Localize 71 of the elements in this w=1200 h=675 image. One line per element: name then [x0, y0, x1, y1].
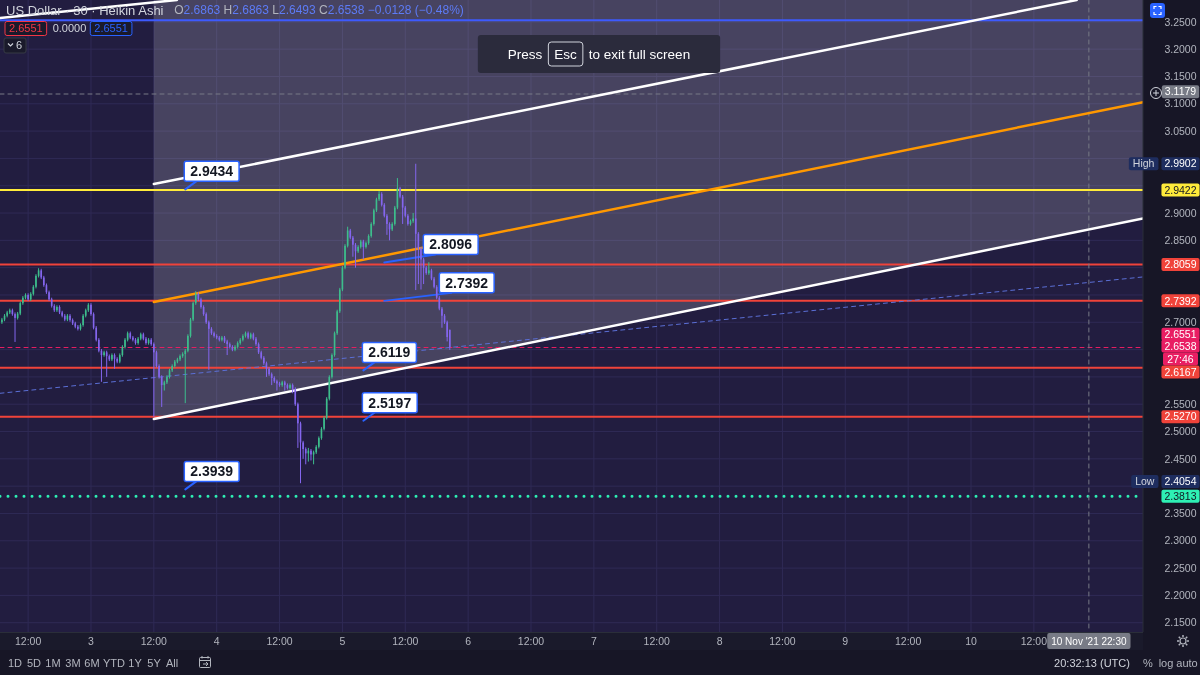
x-tick-label: 12:00	[1020, 634, 1048, 647]
text: 5D	[26, 656, 42, 669]
y-tick-label: 2.9000	[1164, 206, 1197, 219]
text: 1M	[45, 656, 61, 669]
y-tick-label: 3.2500	[1164, 15, 1197, 28]
ref-line-label: 2.7392	[1164, 294, 1197, 307]
chart-subtitle: O2.6863 H2.6863 L2.6493 C2.6538 −0.0128 (−0.48%)	[174, 3, 464, 18]
ref-line-label: 2.9422	[1164, 183, 1197, 196]
y-tick-label: 2.2500	[1164, 561, 1197, 574]
annotation: 2.6551	[94, 22, 128, 35]
annotation: 6	[16, 39, 23, 52]
y-tick-label: 3.1000	[1164, 97, 1197, 110]
text: auto	[1176, 656, 1198, 669]
text: 20:32:13 (UTC)	[1054, 656, 1130, 669]
x-tick-label: 10	[965, 634, 977, 647]
annotation: 0.0000	[52, 22, 87, 35]
text: 27:46	[1167, 352, 1194, 365]
text: 1D	[7, 656, 23, 669]
ref-line-label: 2.6538	[1164, 339, 1197, 352]
y-tick-label: 2.2000	[1164, 589, 1197, 602]
x-tick-label: 12:00	[14, 634, 42, 647]
x-tick-label: 12:00	[266, 634, 293, 647]
x-tick-label: 12:00	[140, 634, 168, 647]
text: 6M	[84, 656, 100, 669]
text: 3M	[65, 656, 81, 669]
x-tick-label: 3	[88, 634, 95, 647]
annotation: 2.7392	[445, 274, 489, 291]
text: 2.6551	[1164, 327, 1197, 340]
x-tick-label: 12:00	[895, 634, 922, 647]
annotation: 2.5197	[368, 394, 412, 411]
x-tick-label: 4	[213, 634, 220, 647]
x-tick-label: 5	[339, 634, 346, 647]
x-tick-label: 12:00	[769, 634, 796, 647]
annotation: 2.9434	[190, 163, 234, 180]
ref-line-label: 2.6167	[1164, 365, 1197, 378]
annotation: 2.6119	[368, 344, 411, 361]
annotation: 2.8096	[429, 236, 473, 253]
text: YTD	[103, 656, 126, 669]
y-tick-label: 3.1500	[1164, 70, 1197, 83]
x-tick-label: 7	[590, 634, 597, 647]
annotation: Press Esc to exit full screen	[507, 46, 691, 62]
y-tick-label: 2.4500	[1164, 452, 1197, 465]
y-tick-label: 2.3000	[1164, 534, 1197, 547]
annotation: High 2.9902	[1132, 157, 1197, 170]
y-tick-label: 2.1500	[1164, 616, 1197, 629]
y-tick-label: 2.8500	[1164, 234, 1197, 247]
x-tick-label: 9	[842, 634, 849, 647]
annotation: 2.3939	[190, 463, 234, 480]
text: %	[1143, 656, 1154, 669]
ref-line-label: 3.1179	[1164, 85, 1197, 98]
y-tick-label: 2.5000	[1164, 425, 1197, 438]
annotation: 2.6551	[8, 22, 43, 35]
x-tick-label: 12:00	[643, 634, 671, 647]
text: All	[165, 656, 179, 669]
x-tick-label: 8	[716, 634, 723, 647]
y-tick-label: 2.3500	[1164, 507, 1197, 520]
text: 5Y	[147, 656, 162, 669]
ref-line-label: 2.5270	[1164, 410, 1197, 423]
ref-line-label: 2.3813	[1164, 490, 1197, 503]
y-tick-label: 3.2000	[1164, 42, 1197, 55]
annotation: Low 2.4054	[1135, 475, 1197, 488]
text: 1Y	[128, 656, 143, 669]
text: log	[1158, 656, 1174, 669]
y-tick-label: 3.0500	[1164, 124, 1197, 137]
x-tick-label: 6	[465, 634, 472, 647]
x-tick-label: 12:00	[517, 634, 545, 647]
y-tick-label: 2.5500	[1164, 397, 1197, 410]
y-tick-label: 2.7000	[1164, 315, 1197, 328]
ref-line-label: 2.8059	[1164, 258, 1197, 271]
x-tick-label: 12:00	[392, 634, 419, 647]
ref-line-label: 10 Nov '21 22:30	[1051, 635, 1127, 647]
